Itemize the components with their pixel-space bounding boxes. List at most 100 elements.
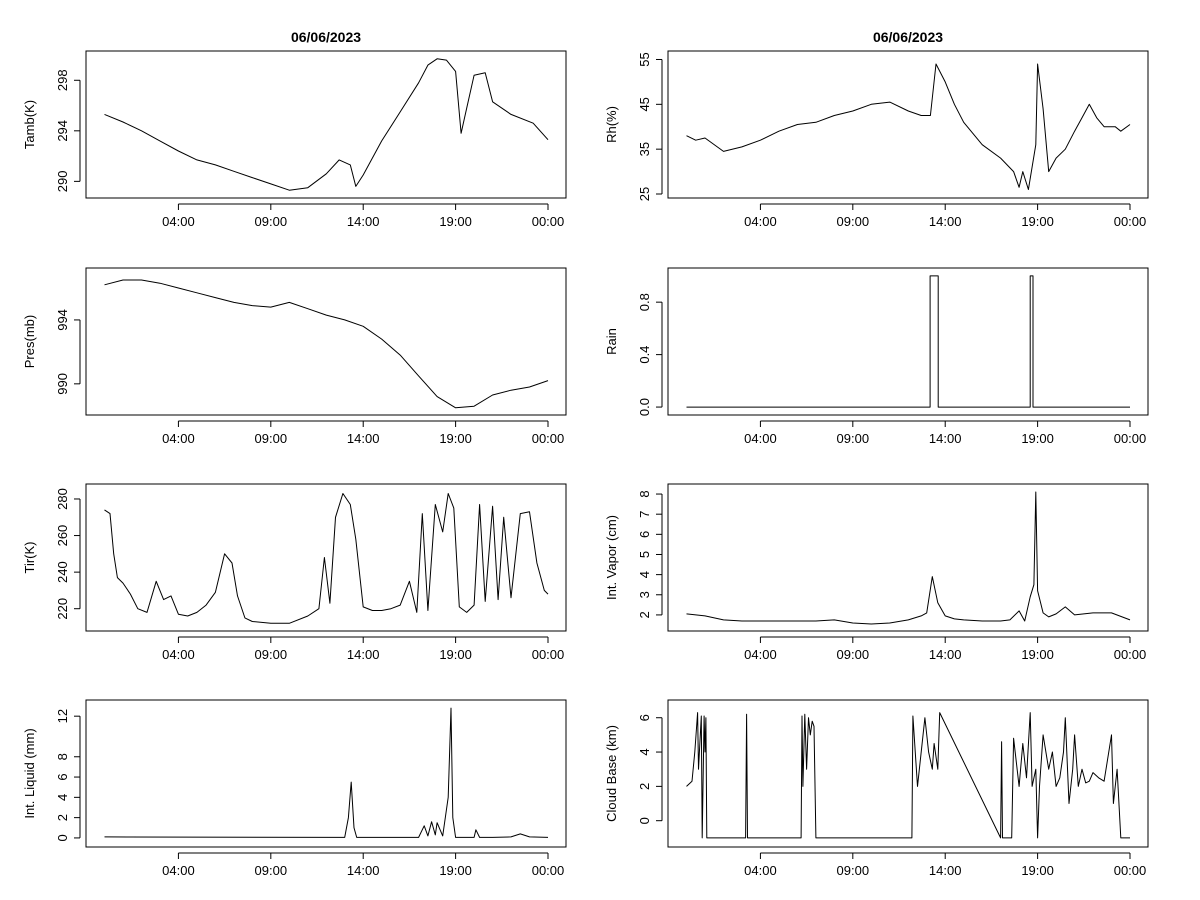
y-tick-label: 0.8	[637, 293, 652, 311]
panel-2: 06/06/2023 04:00 09:00 14:00 19:00 00:00 25 35 4…	[604, 29, 1149, 229]
x-tick-label: 09:00	[255, 863, 288, 878]
x-tick-label: 14:00	[347, 431, 380, 446]
x-tick-label: 09:00	[837, 214, 870, 229]
plot-frame	[667, 699, 1149, 848]
x-tick-label: 19:00	[1021, 431, 1054, 446]
y-tick-label: 0	[55, 834, 70, 841]
y-tick-label: 5	[637, 551, 652, 558]
x-tick-label: 04:00	[162, 647, 195, 662]
y-tick-label: 4	[637, 748, 652, 755]
plot-frame	[667, 50, 1149, 199]
y-tick-label: 6	[55, 773, 70, 780]
series-line-tamb	[104, 58, 549, 191]
x-tick-label: 19:00	[1021, 863, 1054, 878]
panel-5: 04:00 09:00 14:00 19:00 00:00 220 240 260 280 Tir…	[22, 483, 567, 662]
x-tick-label: 04:00	[744, 863, 777, 878]
x-tick-label: 00:00	[532, 214, 565, 229]
y-axis-label: Int. Vapor (cm)	[604, 515, 619, 600]
x-tick-label: 00:00	[532, 431, 565, 446]
y-tick-label: 294	[55, 120, 70, 142]
panel-8: 04:00 09:00 14:00 19:00 00:00 0 2 4 6 Cloud Base …	[604, 699, 1149, 878]
y-tick-label: 4	[637, 571, 652, 578]
x-tick-label: 00:00	[1114, 214, 1147, 229]
y-tick-label: 0.0	[637, 398, 652, 416]
panel-1: 06/06/2023 04:00 09:00 14:00 19:00 00:00 290 29…	[22, 29, 567, 229]
y-tick-label: 2	[55, 814, 70, 821]
y-axis-label: Tamb(K)	[22, 100, 37, 149]
series-line-int-vapor	[686, 491, 1131, 625]
x-tick-label: 14:00	[347, 214, 380, 229]
y-tick-label: 6	[637, 531, 652, 538]
y-tick-label: 220	[55, 598, 70, 620]
y-tick-label: 0	[637, 817, 652, 824]
panel-4: 04:00 09:00 14:00 19:00 00:00 0.0 0.4 0.8 Rain	[604, 267, 1149, 446]
x-tick-label: 04:00	[744, 647, 777, 662]
plot-frame	[667, 483, 1149, 632]
y-axis-label: Int. Liquid (mm)	[22, 728, 37, 818]
series-line-rh	[686, 63, 1131, 190]
y-axis-label: Rain	[604, 328, 619, 355]
y-tick-label: 260	[55, 525, 70, 547]
chart-title: 06/06/2023	[291, 29, 361, 45]
x-tick-label: 09:00	[837, 863, 870, 878]
y-axis-label: Pres(mb)	[22, 315, 37, 368]
x-tick-label: 19:00	[439, 214, 472, 229]
series-line-tir	[104, 493, 549, 624]
x-tick-label: 09:00	[255, 647, 288, 662]
x-tick-label: 19:00	[1021, 647, 1054, 662]
x-tick-label: 19:00	[1021, 214, 1054, 229]
y-tick-label: 6	[637, 714, 652, 721]
x-tick-label: 04:00	[162, 431, 195, 446]
x-tick-label: 04:00	[744, 214, 777, 229]
x-tick-label: 14:00	[929, 214, 962, 229]
x-tick-label: 00:00	[1114, 431, 1147, 446]
x-tick-label: 14:00	[347, 863, 380, 878]
series-line-int-liquid	[104, 707, 549, 838]
y-tick-label: 55	[637, 52, 652, 66]
y-tick-label: 7	[637, 511, 652, 518]
x-tick-label: 14:00	[929, 863, 962, 878]
panel-7: 04:00 09:00 14:00 19:00 00:00 0 2 4 6 8 12 Int. Liq…	[22, 699, 567, 878]
chart-title: 06/06/2023	[873, 29, 943, 45]
y-tick-label: 8	[55, 753, 70, 760]
y-tick-label: 8	[637, 490, 652, 497]
x-tick-label: 09:00	[837, 431, 870, 446]
y-tick-label: 280	[55, 488, 70, 510]
x-tick-label: 04:00	[162, 214, 195, 229]
x-tick-label: 00:00	[532, 647, 565, 662]
y-tick-label: 290	[55, 171, 70, 193]
y-tick-label: 12	[55, 709, 70, 723]
plot-frame	[85, 50, 567, 199]
y-axis-label: Cloud Base (km)	[604, 725, 619, 822]
x-tick-label: 09:00	[837, 647, 870, 662]
x-tick-label: 19:00	[439, 431, 472, 446]
plot-frame	[85, 699, 567, 848]
x-tick-label: 00:00	[1114, 863, 1147, 878]
x-tick-label: 19:00	[439, 863, 472, 878]
y-tick-label: 3	[637, 591, 652, 598]
y-axis-label: Rh(%)	[604, 106, 619, 143]
x-tick-label: 00:00	[532, 863, 565, 878]
x-tick-label: 14:00	[347, 647, 380, 662]
y-tick-label: 2	[637, 611, 652, 618]
x-tick-label: 19:00	[439, 647, 472, 662]
x-tick-label: 04:00	[744, 431, 777, 446]
series-line-cloud-base	[686, 712, 1130, 839]
y-tick-label: 0.4	[637, 346, 652, 364]
x-tick-label: 09:00	[255, 431, 288, 446]
y-tick-label: 298	[55, 69, 70, 91]
y-tick-label: 240	[55, 561, 70, 583]
x-tick-label: 04:00	[162, 863, 195, 878]
x-tick-label: 00:00	[1114, 647, 1147, 662]
x-tick-label: 14:00	[929, 431, 962, 446]
y-tick-label: 45	[637, 97, 652, 111]
plot-frame	[667, 267, 1149, 416]
series-line-rain	[686, 275, 1130, 408]
plot-frame	[85, 267, 567, 416]
y-tick-label: 4	[55, 794, 70, 801]
y-tick-label: 990	[55, 373, 70, 395]
panel-3: 04:00 09:00 14:00 19:00 00:00 990 994 Pres(mb)	[22, 267, 567, 446]
y-tick-label: 25	[637, 187, 652, 201]
panel-6: 04:00 09:00 14:00 19:00 00:00 2 3 4 5 6 7 8 Int. Vap…	[604, 483, 1149, 662]
